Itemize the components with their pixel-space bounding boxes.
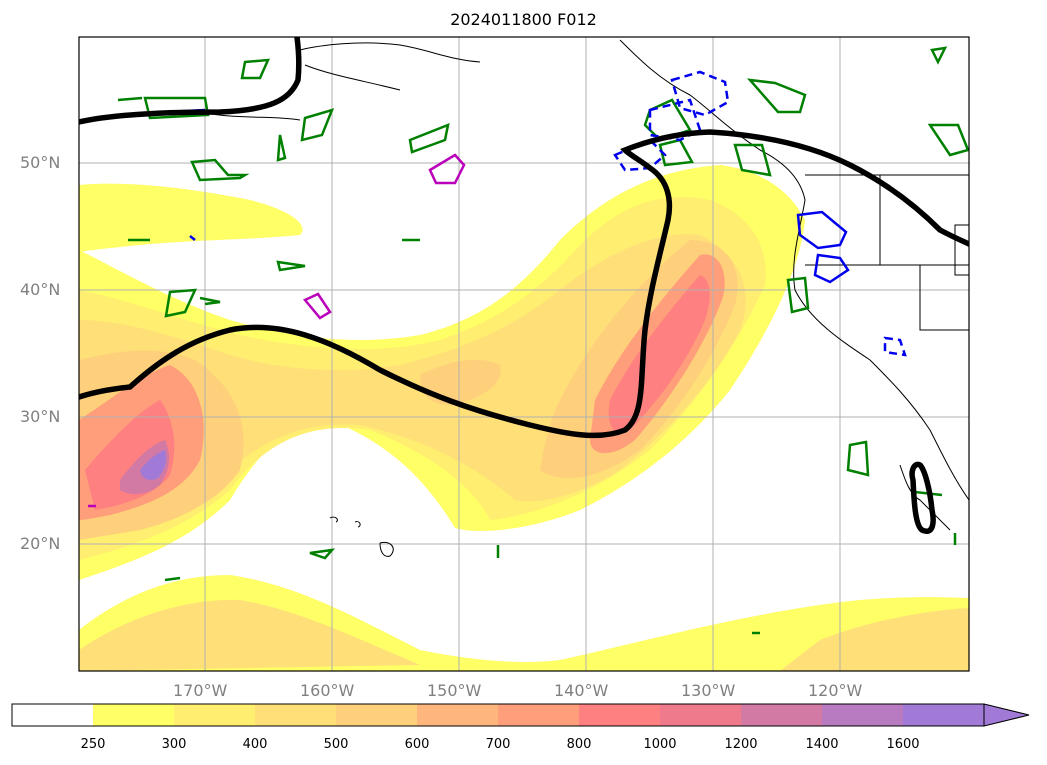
- green-contours: [117, 46, 969, 635]
- ivt-band-1600: [140, 450, 167, 480]
- ivt-shading: [79, 165, 969, 671]
- ivt-band-500-mid: [420, 359, 501, 405]
- colorbar-segment: [822, 704, 904, 726]
- lon-label: 130°W: [681, 681, 736, 700]
- colorbar-segment: [498, 704, 580, 726]
- colorbar-tick-label: 300: [161, 737, 187, 752]
- colorbar-extend-arrow: [983, 703, 1030, 727]
- ivt-band-400-south: [79, 599, 420, 671]
- colorbar-segment: [12, 704, 94, 726]
- ivt-band-250-north: [79, 183, 303, 252]
- colorbar-tick-label: 1600: [886, 737, 920, 752]
- colorbar: [11, 703, 1030, 727]
- lat-label: 40°N: [20, 280, 61, 299]
- colorbar-segment: [417, 704, 499, 726]
- colorbar-segment: [174, 704, 256, 726]
- lon-label: 160°W: [300, 681, 355, 700]
- ivt-band-1000-east: [608, 275, 710, 434]
- colorbar-segment: [255, 704, 337, 726]
- colorbar-tick-label: 400: [242, 737, 268, 752]
- colorbar-tick-label: 700: [485, 737, 511, 752]
- colorbar-outline: [11, 703, 985, 727]
- graticule: [79, 37, 969, 671]
- colorbar-segment: [93, 704, 175, 726]
- colorbar-tick-label: 1200: [724, 737, 758, 752]
- map-frame: [78, 36, 970, 672]
- magenta-contours: [88, 153, 466, 508]
- colorbar-segment: [903, 704, 985, 726]
- lon-label: 170°W: [173, 681, 228, 700]
- colorbar-segment: [579, 704, 661, 726]
- colorbar-tick-label: 600: [404, 737, 430, 752]
- colorbar-segment: [660, 704, 742, 726]
- colorbar-tick-label: 1400: [805, 737, 839, 752]
- map-plot-area: [79, 37, 969, 671]
- lat-label: 50°N: [20, 153, 61, 172]
- colorbar-tick-label: 250: [80, 737, 106, 752]
- colorbar-tick-label: 1000: [643, 737, 677, 752]
- colorbar-segment: [336, 704, 418, 726]
- lon-label: 140°W: [554, 681, 609, 700]
- colorbar-tick-label: 500: [323, 737, 349, 752]
- lat-label: 30°N: [20, 407, 61, 426]
- lon-label: 150°W: [427, 681, 482, 700]
- lat-label: 20°N: [20, 534, 61, 553]
- colorbar-segment: [741, 704, 823, 726]
- ivt-band-400-south-east: [780, 608, 969, 671]
- colorbar-tick-label: 800: [566, 737, 592, 752]
- thick-black-contours: [79, 37, 969, 534]
- lon-label: 120°W: [808, 681, 863, 700]
- map-title: 2024011800 F012: [450, 10, 597, 29]
